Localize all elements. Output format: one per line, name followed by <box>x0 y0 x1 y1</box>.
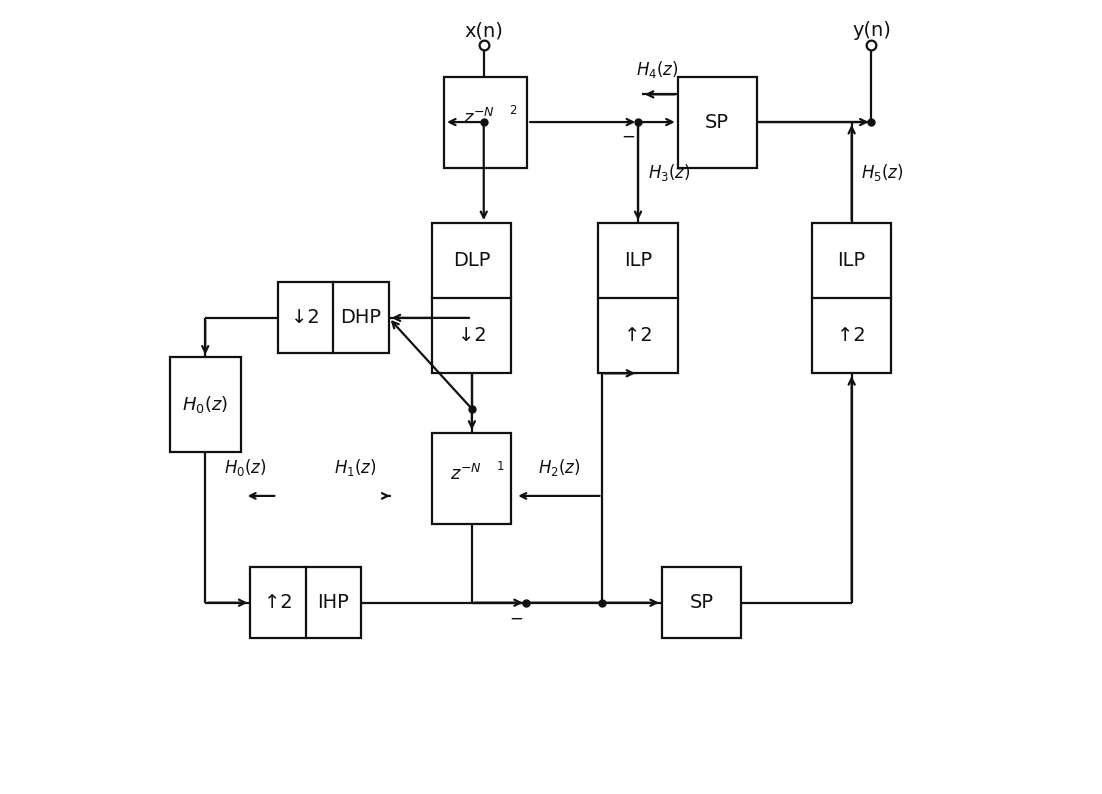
Bar <box>278 283 389 353</box>
Text: SP: SP <box>705 113 730 132</box>
Text: ↓2: ↓2 <box>457 326 486 345</box>
Text: $z^{-N}$: $z^{-N}$ <box>464 108 496 128</box>
Bar <box>678 76 757 168</box>
Text: ↑2: ↑2 <box>838 326 866 345</box>
Text: ↑2: ↑2 <box>624 326 652 345</box>
Text: −: − <box>622 127 636 145</box>
Text: ↑2: ↑2 <box>263 593 292 612</box>
Bar <box>662 567 741 638</box>
Text: $H_0(z)$: $H_0(z)$ <box>224 457 267 479</box>
Text: −: − <box>509 610 523 627</box>
Text: $_2$: $_2$ <box>509 98 518 117</box>
Text: DHP: DHP <box>341 308 381 327</box>
Text: SP: SP <box>690 593 713 612</box>
Text: DLP: DLP <box>453 251 490 270</box>
Bar <box>432 433 511 523</box>
Text: $H_4(z)$: $H_4(z)$ <box>637 59 679 80</box>
Bar <box>444 76 527 168</box>
Bar <box>598 223 678 373</box>
Bar <box>170 357 241 453</box>
Text: ILP: ILP <box>838 251 866 270</box>
Text: $_1$: $_1$ <box>496 455 504 473</box>
Text: ↓2: ↓2 <box>291 308 320 327</box>
Text: $H_1(z)$: $H_1(z)$ <box>334 457 377 479</box>
Text: y(n): y(n) <box>852 21 890 40</box>
Bar <box>250 567 361 638</box>
Text: x(n): x(n) <box>464 21 504 40</box>
Text: $H_5(z)$: $H_5(z)$ <box>861 162 904 183</box>
Text: $H_3(z)$: $H_3(z)$ <box>648 162 690 183</box>
Text: $H_2(z)$: $H_2(z)$ <box>538 457 581 479</box>
Text: $H_0(z)$: $H_0(z)$ <box>182 395 228 415</box>
Bar <box>432 223 511 373</box>
Bar <box>812 223 892 373</box>
Text: ILP: ILP <box>624 251 652 270</box>
Text: IHP: IHP <box>317 593 349 612</box>
Text: $z^{-N}$: $z^{-N}$ <box>450 464 482 484</box>
